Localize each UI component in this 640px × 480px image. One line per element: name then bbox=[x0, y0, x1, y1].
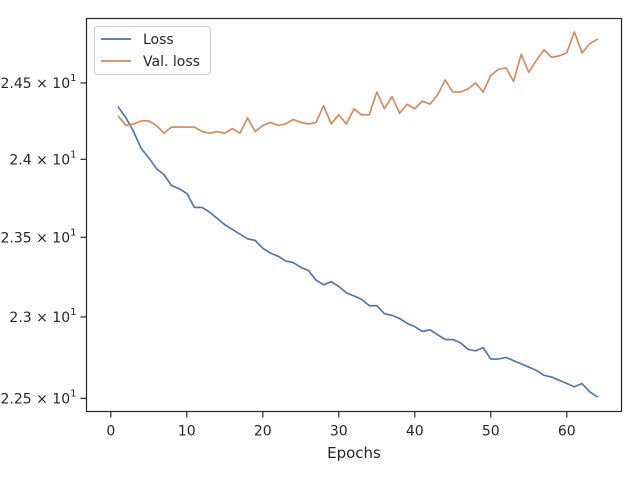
y-tick-label: 2.4 × 101 bbox=[9, 149, 76, 168]
legend-label-val-loss: Val. loss bbox=[143, 54, 200, 70]
y-tick-label: 2.45 × 101 bbox=[1, 73, 77, 92]
x-tick-label: 30 bbox=[330, 424, 348, 440]
x-tick-label: 50 bbox=[482, 424, 500, 440]
legend: Loss Val. loss bbox=[94, 26, 211, 75]
x-tick-label: 60 bbox=[558, 424, 576, 440]
y-tick-label: 2.35 × 101 bbox=[1, 227, 77, 246]
x-tick-label: 0 bbox=[106, 424, 115, 440]
y-tick-label: 2.25 × 101 bbox=[1, 388, 77, 407]
series-line-loss bbox=[117, 106, 598, 398]
series-line-val-loss bbox=[117, 31, 598, 134]
y-axis-ticks: 2.25 × 101 2.3 × 101 2.35 × 101 2.4 × 101 2.… bbox=[1, 73, 87, 407]
plot-frame bbox=[85, 17, 623, 413]
x-tick-label: 40 bbox=[406, 424, 424, 440]
x-axis-label: Epochs bbox=[327, 444, 381, 462]
x-axis-ticks: 0 10 20 30 40 50 60 bbox=[106, 411, 576, 440]
x-tick-label: 10 bbox=[178, 424, 196, 440]
plot-lines bbox=[117, 31, 598, 398]
y-tick-label: 2.3 × 101 bbox=[9, 307, 76, 326]
x-tick-label: 20 bbox=[254, 424, 272, 440]
legend-label-loss: Loss bbox=[143, 32, 174, 48]
